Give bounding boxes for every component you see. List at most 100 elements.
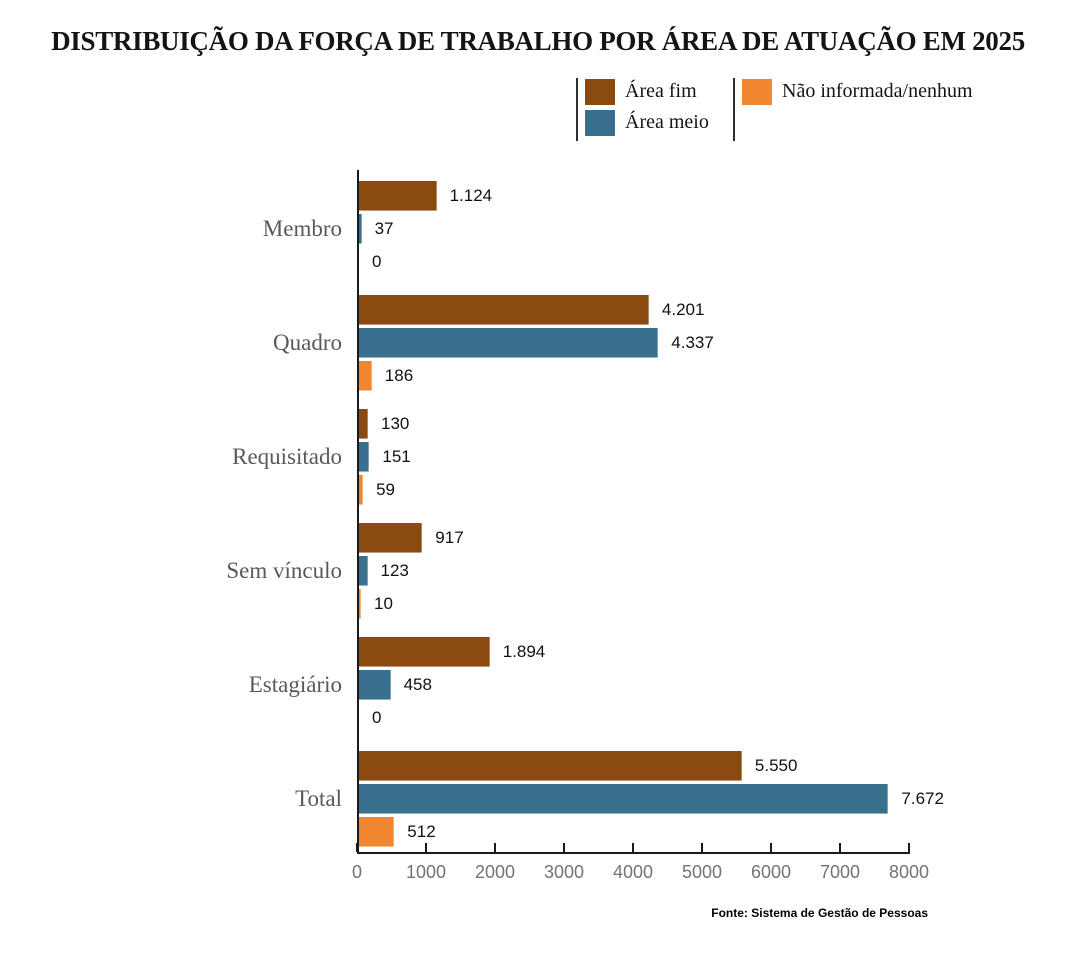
x-axis-tick-label: 5000 — [681, 862, 723, 882]
bar-area-meio — [359, 214, 362, 244]
bar-value-label: 130 — [381, 414, 410, 433]
x-axis-tick-label: 6000 — [750, 862, 792, 882]
bar-row: 1.124 — [359, 181, 999, 211]
bar-area-fim — [359, 637, 490, 667]
bar-area-fim — [359, 409, 368, 439]
bar-row: 4.337 — [359, 328, 999, 358]
category-group-total: Total 5.550 7.672 512 — [0, 751, 1076, 847]
category-group-estagiario: Estagiário 1.894 458 0 — [0, 637, 1076, 733]
legend-label: Área fim — [625, 80, 697, 102]
y-axis-line — [357, 170, 359, 854]
legend-label: Área meio — [625, 111, 709, 133]
category-label: Estagiário — [248, 672, 342, 697]
x-axis-line: 0 1000 2000 3000 4000 5000 6000 7000 8000 — [352, 843, 929, 882]
x-axis-tick — [770, 843, 772, 852]
legend-swatch-nao-informada-nenhum — [742, 78, 772, 105]
bar-row: 37 — [359, 214, 999, 244]
bar-row: 917 — [359, 523, 999, 553]
legend: Área fim Área meio Não informada/nenhum — [576, 78, 973, 141]
bar-row: 130 — [359, 409, 999, 439]
bar-area-fim — [359, 523, 423, 553]
legend-item: Área fim — [585, 78, 709, 105]
bar-row: 186 — [359, 361, 999, 391]
bar-row: 512 — [359, 817, 999, 847]
x-axis-tick — [563, 843, 565, 852]
bar-row: 123 — [359, 556, 999, 586]
bar-row: 0 — [359, 247, 999, 277]
legend-swatch-area-meio — [585, 109, 615, 136]
bar-value-label: 7.672 — [901, 789, 944, 808]
legend-label: Não informada/nenhum — [782, 80, 973, 102]
category-label: Membro — [262, 216, 342, 241]
bar-value-label: 1.894 — [502, 642, 546, 661]
x-axis-tick-label: 2000 — [474, 862, 516, 882]
bar-area-fim — [359, 295, 649, 325]
bar-area-meio — [359, 328, 659, 358]
legend-item: Área meio — [585, 109, 709, 136]
bar-groups: Membro 1.124 37 0 Quadro 4.201 4.337 186 Requisi… — [0, 181, 1076, 865]
bar-area-fim — [359, 751, 742, 781]
bar-value-label: 917 — [435, 528, 464, 547]
category-label: Sem vínculo — [226, 558, 342, 583]
bar-stack: 917 123 10 — [359, 523, 999, 619]
category-group-requisitado: Requisitado 130 151 59 — [0, 409, 1076, 505]
bar-value-label: 10 — [374, 594, 393, 613]
legend-column-2: Não informada/nenhum — [733, 78, 973, 141]
category-label: Total — [295, 786, 342, 811]
x-axis-tick — [356, 843, 358, 852]
bar-row: 0 — [359, 703, 999, 733]
bar-stack: 1.894 458 0 — [359, 637, 999, 733]
bar-stack: 4.201 4.337 186 — [359, 295, 999, 391]
category-label: Quadro — [273, 330, 342, 355]
legend-items: Não informada/nenhum — [742, 78, 973, 109]
x-axis-tick-label: 7000 — [819, 862, 861, 882]
category-label: Requisitado — [232, 444, 342, 469]
legend-column-1: Área fim Área meio — [576, 78, 733, 141]
bar-value-label: 4.201 — [661, 300, 705, 319]
legend-swatch-area-fim — [585, 78, 615, 105]
bar-value-label: 1.124 — [449, 186, 493, 205]
bar-area-fim — [359, 181, 437, 211]
bar-nao-informada-nenhum — [359, 475, 364, 505]
bar-nao-informada-nenhum — [359, 817, 395, 847]
bar-value-label: 512 — [407, 822, 436, 841]
bar-stack: 130 151 59 — [359, 409, 999, 505]
bar-area-meio — [359, 556, 368, 586]
bar-row: 458 — [359, 670, 999, 700]
bar-row: 7.672 — [359, 784, 999, 814]
x-axis-tick — [839, 843, 841, 852]
x-axis-tick — [908, 843, 910, 852]
bar-stack: 1.124 37 0 — [359, 181, 999, 277]
legend-item: Não informada/nenhum — [742, 78, 973, 105]
x-axis-tick-label: 8000 — [888, 862, 930, 882]
legend-divider — [733, 78, 735, 141]
bar-value-label: 123 — [380, 561, 409, 580]
bar-row: 10 — [359, 589, 999, 619]
bar-row: 5.550 — [359, 751, 999, 781]
bar-nao-informada-nenhum — [359, 589, 361, 619]
bar-value-label: 0 — [372, 708, 382, 727]
category-group-sem-vinculo: Sem vínculo 917 123 10 — [0, 523, 1076, 619]
x-axis-tick — [425, 843, 427, 852]
x-axis-tick — [701, 843, 703, 852]
bar-row: 1.894 — [359, 637, 999, 667]
source-note: Fonte: Sistema de Gestão de Pessoas — [711, 906, 928, 920]
x-axis-tick-label: 4000 — [612, 862, 654, 882]
bar-value-label: 37 — [374, 219, 394, 238]
bar-value-label: 458 — [403, 675, 432, 694]
x-axis-tick-label: 0 — [351, 862, 363, 882]
bar-stack: 5.550 7.672 512 — [359, 751, 999, 847]
bar-value-label: 0 — [372, 252, 382, 271]
bar-nao-informada-nenhum — [359, 361, 372, 391]
bar-area-meio — [359, 442, 370, 472]
bar-value-label: 5.550 — [754, 756, 798, 775]
bar-value-label: 4.337 — [671, 333, 714, 352]
x-axis-tick — [494, 843, 496, 852]
x-axis-tick-label: 3000 — [543, 862, 585, 882]
bar-row: 4.201 — [359, 295, 999, 325]
category-group-membro: Membro 1.124 37 0 — [0, 181, 1076, 277]
bar-row: 59 — [359, 475, 999, 505]
legend-divider — [576, 78, 578, 141]
bar-row: 151 — [359, 442, 999, 472]
